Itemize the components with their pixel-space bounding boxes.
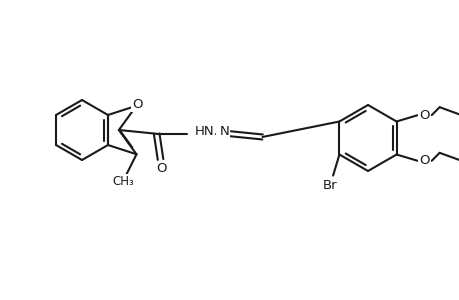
Text: O: O: [419, 154, 429, 167]
Text: N: N: [219, 125, 229, 138]
Text: O: O: [157, 162, 167, 175]
Text: HN: HN: [194, 125, 214, 138]
Text: O: O: [419, 109, 429, 122]
Text: O: O: [132, 98, 142, 111]
Text: Br: Br: [322, 179, 337, 192]
Text: CH₃: CH₃: [112, 175, 134, 188]
